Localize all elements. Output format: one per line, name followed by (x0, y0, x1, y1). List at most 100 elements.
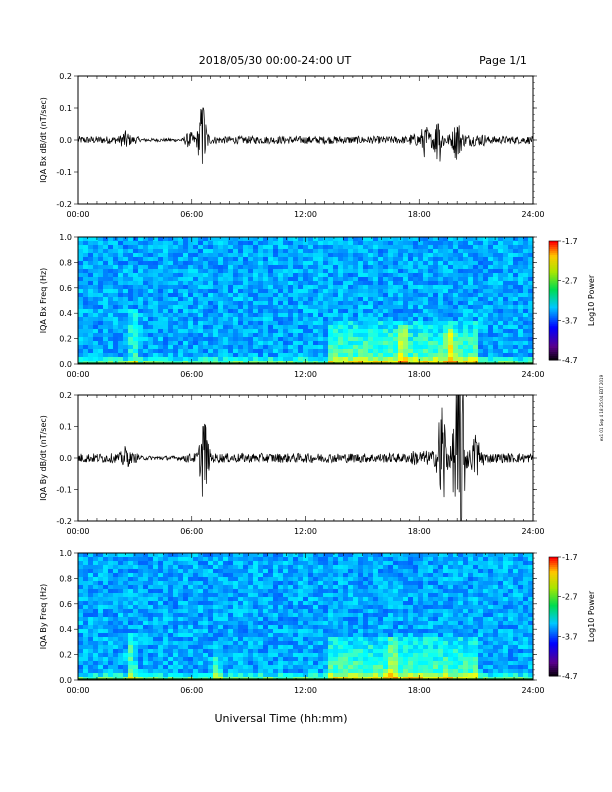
spectrogram-cell (133, 297, 138, 301)
spectrogram-cell (158, 557, 163, 561)
spectrogram-cell (188, 641, 193, 645)
spectrogram-cell (273, 353, 278, 357)
spectrogram-cell (113, 621, 118, 625)
spectrogram-cell (178, 621, 183, 625)
spectrogram-cell (418, 349, 423, 353)
spectrogram-cell (453, 341, 458, 345)
spectrogram-cell (88, 593, 93, 597)
spectrogram-cell (113, 617, 118, 621)
spectrogram-cell (498, 325, 503, 329)
spectrogram-cell (323, 273, 328, 277)
spectrogram-cell (258, 557, 263, 561)
spectrogram-cell (463, 269, 468, 273)
spectrogram-cell (288, 241, 293, 245)
spectrogram-cell (348, 329, 353, 333)
spectrogram-cell (153, 625, 158, 629)
spectrogram-cell (233, 613, 238, 617)
spectrogram-cell (193, 609, 198, 613)
spectrogram-cell (243, 573, 248, 577)
spectrogram-cell (468, 297, 473, 301)
spectrogram-cell (228, 653, 233, 657)
spectrogram-cell (228, 237, 233, 241)
spectrogram-cell (313, 317, 318, 321)
spectrogram-cell (148, 293, 153, 297)
spectrogram-cell (78, 317, 83, 321)
spectrogram-cell (278, 313, 283, 317)
spectrogram-cell (343, 249, 348, 253)
spectrogram-cell (233, 633, 238, 637)
spectrogram-cell (288, 657, 293, 661)
spectrogram-cell (93, 281, 98, 285)
spectrogram-cell (143, 605, 148, 609)
spectrogram-cell (253, 325, 258, 329)
spectrogram-cell (503, 285, 508, 289)
spectrogram-cell (173, 589, 178, 593)
spectrogram-cell (148, 597, 153, 601)
spectrogram-cell (388, 341, 393, 345)
spectrogram-cell (503, 265, 508, 269)
spectrogram-cell (113, 337, 118, 341)
spectrogram-cell (508, 309, 513, 313)
spectrogram-cell (148, 241, 153, 245)
spectrogram-cell (268, 325, 273, 329)
spectrogram-cell (158, 565, 163, 569)
spectrogram-cell (228, 337, 233, 341)
spectrogram-cell (183, 277, 188, 281)
spectrogram-cell (108, 617, 113, 621)
spectrogram-cell (483, 285, 488, 289)
spectrogram-cell (148, 609, 153, 613)
spectrogram-cell (153, 645, 158, 649)
spectrogram-cell (313, 661, 318, 665)
spectrogram-cell (163, 609, 168, 613)
spectrogram-cell (233, 589, 238, 593)
x-tick-label: 00:00 (66, 210, 89, 219)
spectrogram-cell (318, 261, 323, 265)
spectrogram-cell (143, 321, 148, 325)
spectrogram-cell (128, 581, 133, 585)
spectrogram-cell (203, 577, 208, 581)
spectrogram-cell (173, 649, 178, 653)
spectrogram-cell (193, 281, 198, 285)
spectrogram-cell (88, 237, 93, 241)
spectrogram-cell (328, 285, 333, 289)
spectrogram-cell (93, 601, 98, 605)
spectrogram-cell (198, 605, 203, 609)
spectrogram-cell (158, 637, 163, 641)
spectrogram-cell (98, 253, 103, 257)
spectrogram-cell (243, 269, 248, 273)
spectrogram-cell (208, 653, 213, 657)
spectrogram-cell (128, 629, 133, 633)
spectrogram-cell (468, 353, 473, 357)
spectrogram-cell (413, 337, 418, 341)
spectrogram-cell (203, 305, 208, 309)
spectrogram-cell (433, 301, 438, 305)
spectrogram-cell (103, 249, 108, 253)
spectrogram-cell (83, 349, 88, 353)
spectrogram-cell (258, 653, 263, 657)
spectrogram-cell (198, 273, 203, 277)
spectrogram-cell (473, 321, 478, 325)
spectrogram-cell (203, 601, 208, 605)
spectrogram-cell (158, 241, 163, 245)
spectrogram-cell (133, 349, 138, 353)
spectrogram-cell (158, 613, 163, 617)
spectrogram-cell (78, 577, 83, 581)
spectrogram-cell (163, 265, 168, 269)
spectrogram-cell (158, 329, 163, 333)
spectrogram-cell (473, 325, 478, 329)
spectrogram-cell (88, 669, 93, 673)
spectrogram-cell (193, 573, 198, 577)
spectrogram-cell (83, 261, 88, 265)
spectrogram-cell (293, 665, 298, 669)
spectrogram-cell (278, 569, 283, 573)
spectrogram-cell (418, 265, 423, 269)
spectrogram-cell (183, 313, 188, 317)
spectrogram-cell (378, 277, 383, 281)
spectrogram-cell (338, 321, 343, 325)
spectrogram-cell (183, 289, 188, 293)
spectrogram-cell (118, 269, 123, 273)
spectrogram-cell (158, 653, 163, 657)
spectrogram-cell (243, 557, 248, 561)
spectrogram-cell (258, 585, 263, 589)
spectrogram-cell (348, 253, 353, 257)
